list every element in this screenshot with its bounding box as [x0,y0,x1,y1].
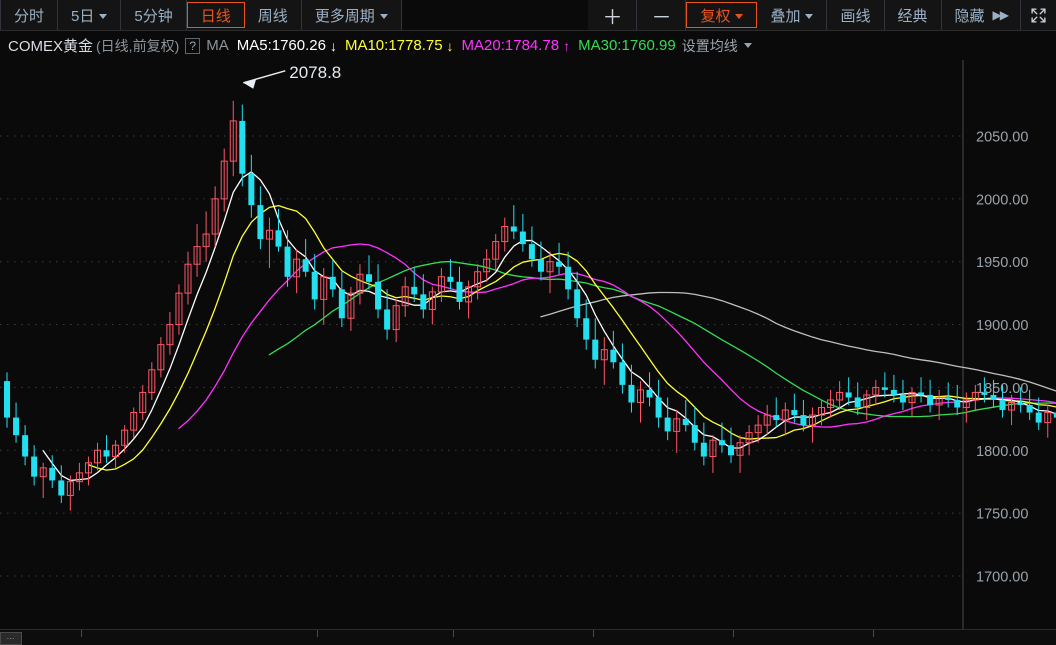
minus-icon: － [651,6,672,29]
chart-toolbar: 分时 5日 5分钟 日线 周线 更多周期 ＋ － 复权 [0,0,1056,31]
ma5-trend-arrow-icon: ↓ [329,37,337,54]
axis-tick [593,630,594,637]
y-axis-label: 1950.00 [976,255,1028,271]
period-button-five-minute[interactable]: 5分钟 [121,0,187,30]
chevron-down-icon [805,13,814,19]
chevron-down-icon [735,13,744,19]
overlay-label: 叠加 [770,7,801,25]
period-label-daily: 日线 [200,7,231,25]
draw-button[interactable]: 画线 [827,0,885,30]
ma-line-5 [42,171,1056,482]
period-label-more: 更多周期 [314,7,375,25]
draw-label: 画线 [840,7,871,25]
period-label-timeshare: 分时 [14,7,45,25]
ma10-trend-arrow-icon: ↓ [446,37,454,54]
chart-plot-area[interactable]: 2050.00 2000.00 1950.00 1900.00 1850.00 1800.… [0,60,1056,629]
ma5-value: MA5:1760.26 [236,37,326,54]
zoom-in-button[interactable]: ＋ [588,0,638,30]
axis-tick [81,630,82,637]
indicator-name: MA [206,37,229,54]
ma-settings-link[interactable]: 设置均线 [681,37,738,54]
ma20-value: MA20:1784.78 [461,37,560,54]
period-button-daily[interactable]: 日线 [186,2,245,28]
chevron-down-icon [99,13,108,19]
axis-tick [733,630,734,637]
period-button-five-day[interactable]: 5日 [58,0,122,30]
y-axis-label: 2050.00 [976,130,1028,146]
axis-tick [317,630,318,637]
period-label-weekly: 周线 [257,7,288,25]
y-axis-label: 1800.00 [976,444,1028,460]
ma-line-10 [87,204,1056,471]
time-axis-scrollbar[interactable]: ⋯ ⋯ [0,629,1056,645]
symbol-name: COMEX黄金 [8,38,94,55]
axis-tick [873,630,874,637]
candlestick-chart[interactable]: 2050.002000.001950.001900.001850.001800.… [0,60,1056,629]
classic-label: 经典 [897,7,928,25]
chevron-down-icon [379,13,388,19]
period-button-timeshare[interactable]: 分时 [0,0,59,30]
candle-series [4,100,1056,511]
hide-panel-button[interactable]: 隐藏 ▶▶ [941,0,1021,30]
double-chevron-right-icon: ▶▶ [992,8,1010,22]
y-axis-label: 1700.00 [976,569,1028,585]
period-label-five-minute: 5分钟 [134,7,173,25]
scroll-handle-left[interactable]: ⋯ [0,632,22,645]
overlay-button[interactable]: 叠加 [757,0,828,30]
plus-icon: ＋ [602,6,623,29]
ma-line-20 [178,243,1056,429]
period-high-annotation: 2078.8 [289,63,341,82]
chevron-down-icon[interactable] [743,43,752,48]
period-button-weekly[interactable]: 周线 [244,0,302,30]
y-axis-label: 2000.00 [976,192,1028,208]
hide-label: 隐藏 [954,7,985,25]
y-axis-label: 1900.00 [976,318,1028,334]
adjust-button[interactable]: 复权 [686,2,758,28]
ma20-trend-arrow-icon: ↑ [563,37,571,54]
classic-button[interactable]: 经典 [884,0,942,30]
symbol-subtitle: (日线,前复权) [96,37,180,54]
zoom-out-button[interactable]: － [637,0,687,30]
ma-line-60 [540,291,1056,392]
expand-icon [1031,7,1046,23]
toolbar-gap [401,0,589,30]
axis-tick [453,630,454,637]
period-button-more[interactable]: 更多周期 [301,0,402,30]
ma10-value: MA10:1778.75 [344,37,443,54]
ma30-value: MA30:1760.99 [578,37,676,54]
y-axis-label: 1750.00 [976,507,1028,523]
period-label-five-day: 5日 [71,7,95,25]
help-icon[interactable]: ? [185,37,201,54]
adjust-label: 复权 [700,7,731,25]
fullscreen-button[interactable] [1021,0,1056,30]
chart-legend: COMEX黄金 (日线,前复权) ? MA MA5:1760.26 ↓ MA10… [0,31,1056,60]
